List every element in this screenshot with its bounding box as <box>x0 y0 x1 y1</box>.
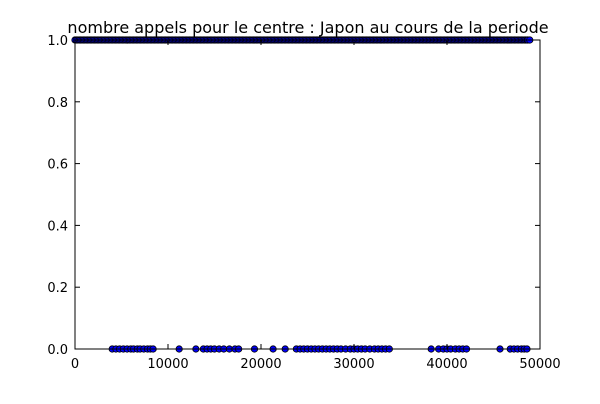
y-tick-label: 0.4 <box>47 219 68 234</box>
data-points <box>71 36 534 353</box>
x-tick-label: 10000 <box>147 357 188 372</box>
y-tick-label: 0.6 <box>47 158 68 173</box>
y-tick-label: 0.0 <box>47 343 68 358</box>
x-tick-label: 20000 <box>240 357 281 372</box>
y-tick-label: 0.2 <box>47 281 68 296</box>
y-tick-label: 0.8 <box>47 96 68 111</box>
chart-title: nombre appels pour le centre : Japon au … <box>67 18 548 37</box>
x-tick-label: 50000 <box>519 357 560 372</box>
y-tick-label: 1.0 <box>47 34 68 49</box>
x-tick-label: 30000 <box>333 357 374 372</box>
x-tick-label: 0 <box>71 357 79 372</box>
x-tick-label: 40000 <box>426 357 467 372</box>
plot-frame <box>74 39 541 350</box>
axes: 0 10000 20000 30000 40000 50000 0.0 0.2 0.4 0.6 0.… <box>47 34 560 372</box>
